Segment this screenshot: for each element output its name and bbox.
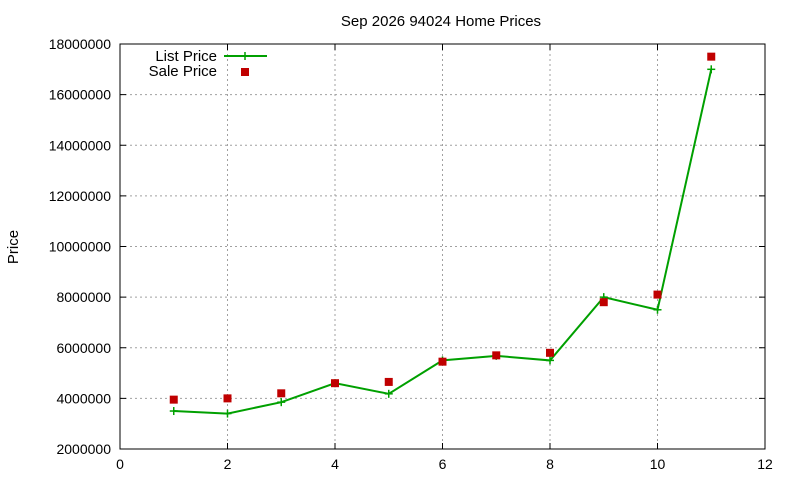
x-tick-label: 8 <box>546 456 554 472</box>
data-point <box>384 389 393 398</box>
data-point <box>492 351 501 360</box>
x-tick-label: 2 <box>224 456 232 472</box>
data-point <box>546 348 554 357</box>
data-point <box>546 356 554 365</box>
x-tick-label: 0 <box>116 456 124 472</box>
legend-marker <box>241 52 249 60</box>
y-tick-label: 10000000 <box>49 239 112 255</box>
y-tick-label: 8000000 <box>56 289 111 305</box>
data-point <box>707 52 716 61</box>
data-point <box>169 407 178 416</box>
axis-ticks: 2000000 4000000 6000000 8000000 10000000 1200… <box>49 36 773 472</box>
data-point <box>223 409 232 418</box>
x-tick-label: 6 <box>439 456 447 472</box>
y-tick-label: 2000000 <box>56 441 111 457</box>
data-point <box>707 65 716 74</box>
data-point <box>653 305 662 314</box>
y-tick-label: 18000000 <box>49 36 112 52</box>
data-point <box>331 379 339 388</box>
data-point <box>169 395 178 404</box>
y-axis-label: Price <box>5 230 22 264</box>
grid <box>120 44 765 449</box>
plot-frame <box>119 43 766 450</box>
chart-title: Sep 2026 94024 Home Prices <box>341 13 541 30</box>
x-tick-label: 10 <box>650 456 666 472</box>
legend-label: List Price <box>155 48 217 65</box>
data-point <box>223 394 232 403</box>
series-sale-price <box>169 52 716 404</box>
data-point <box>277 389 286 398</box>
x-tick-label: 12 <box>757 456 773 472</box>
data-point <box>653 290 662 299</box>
legend-marker <box>241 68 249 76</box>
x-tick-label: 4 <box>331 456 339 472</box>
y-tick-label: 6000000 <box>56 340 111 356</box>
data-point <box>599 298 608 307</box>
y-tick-label: 16000000 <box>49 87 112 103</box>
y-tick-label: 12000000 <box>49 188 112 204</box>
series <box>169 52 716 418</box>
data-point <box>438 357 447 366</box>
data-point <box>384 377 393 386</box>
y-tick-label: 4000000 <box>56 390 111 406</box>
data-point <box>277 398 286 407</box>
legend-label: Sale Price <box>149 63 217 80</box>
y-tick-label: 14000000 <box>49 137 112 153</box>
